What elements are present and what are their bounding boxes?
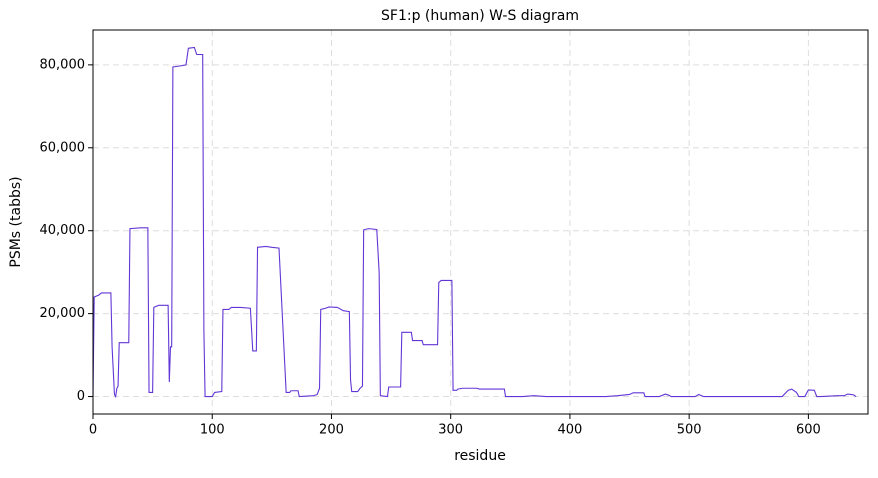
x-tick-label: 200 <box>319 423 344 438</box>
y-tick-label: 40,000 <box>40 223 86 238</box>
x-axis-label: residue <box>454 448 506 464</box>
x-tick-label: 400 <box>558 423 583 438</box>
y-tick-label: 80,000 <box>40 57 86 72</box>
plot-frame <box>92 29 869 415</box>
x-tick-label: 500 <box>677 423 702 438</box>
y-tick-label: 60,000 <box>40 140 86 155</box>
data-line <box>92 46 857 399</box>
y-tick-label: 20,000 <box>40 306 86 321</box>
x-tick-label: 0 <box>89 423 97 438</box>
chart-title: SF1:p (human) W-S diagram <box>381 8 579 24</box>
x-tick-label: 100 <box>200 423 225 438</box>
y-tick-label: 0 <box>77 389 85 404</box>
x-tick-label: 600 <box>796 423 821 438</box>
y-axis-label: PSMs (tabbs) <box>8 176 24 267</box>
x-tick-label: 300 <box>438 423 463 438</box>
